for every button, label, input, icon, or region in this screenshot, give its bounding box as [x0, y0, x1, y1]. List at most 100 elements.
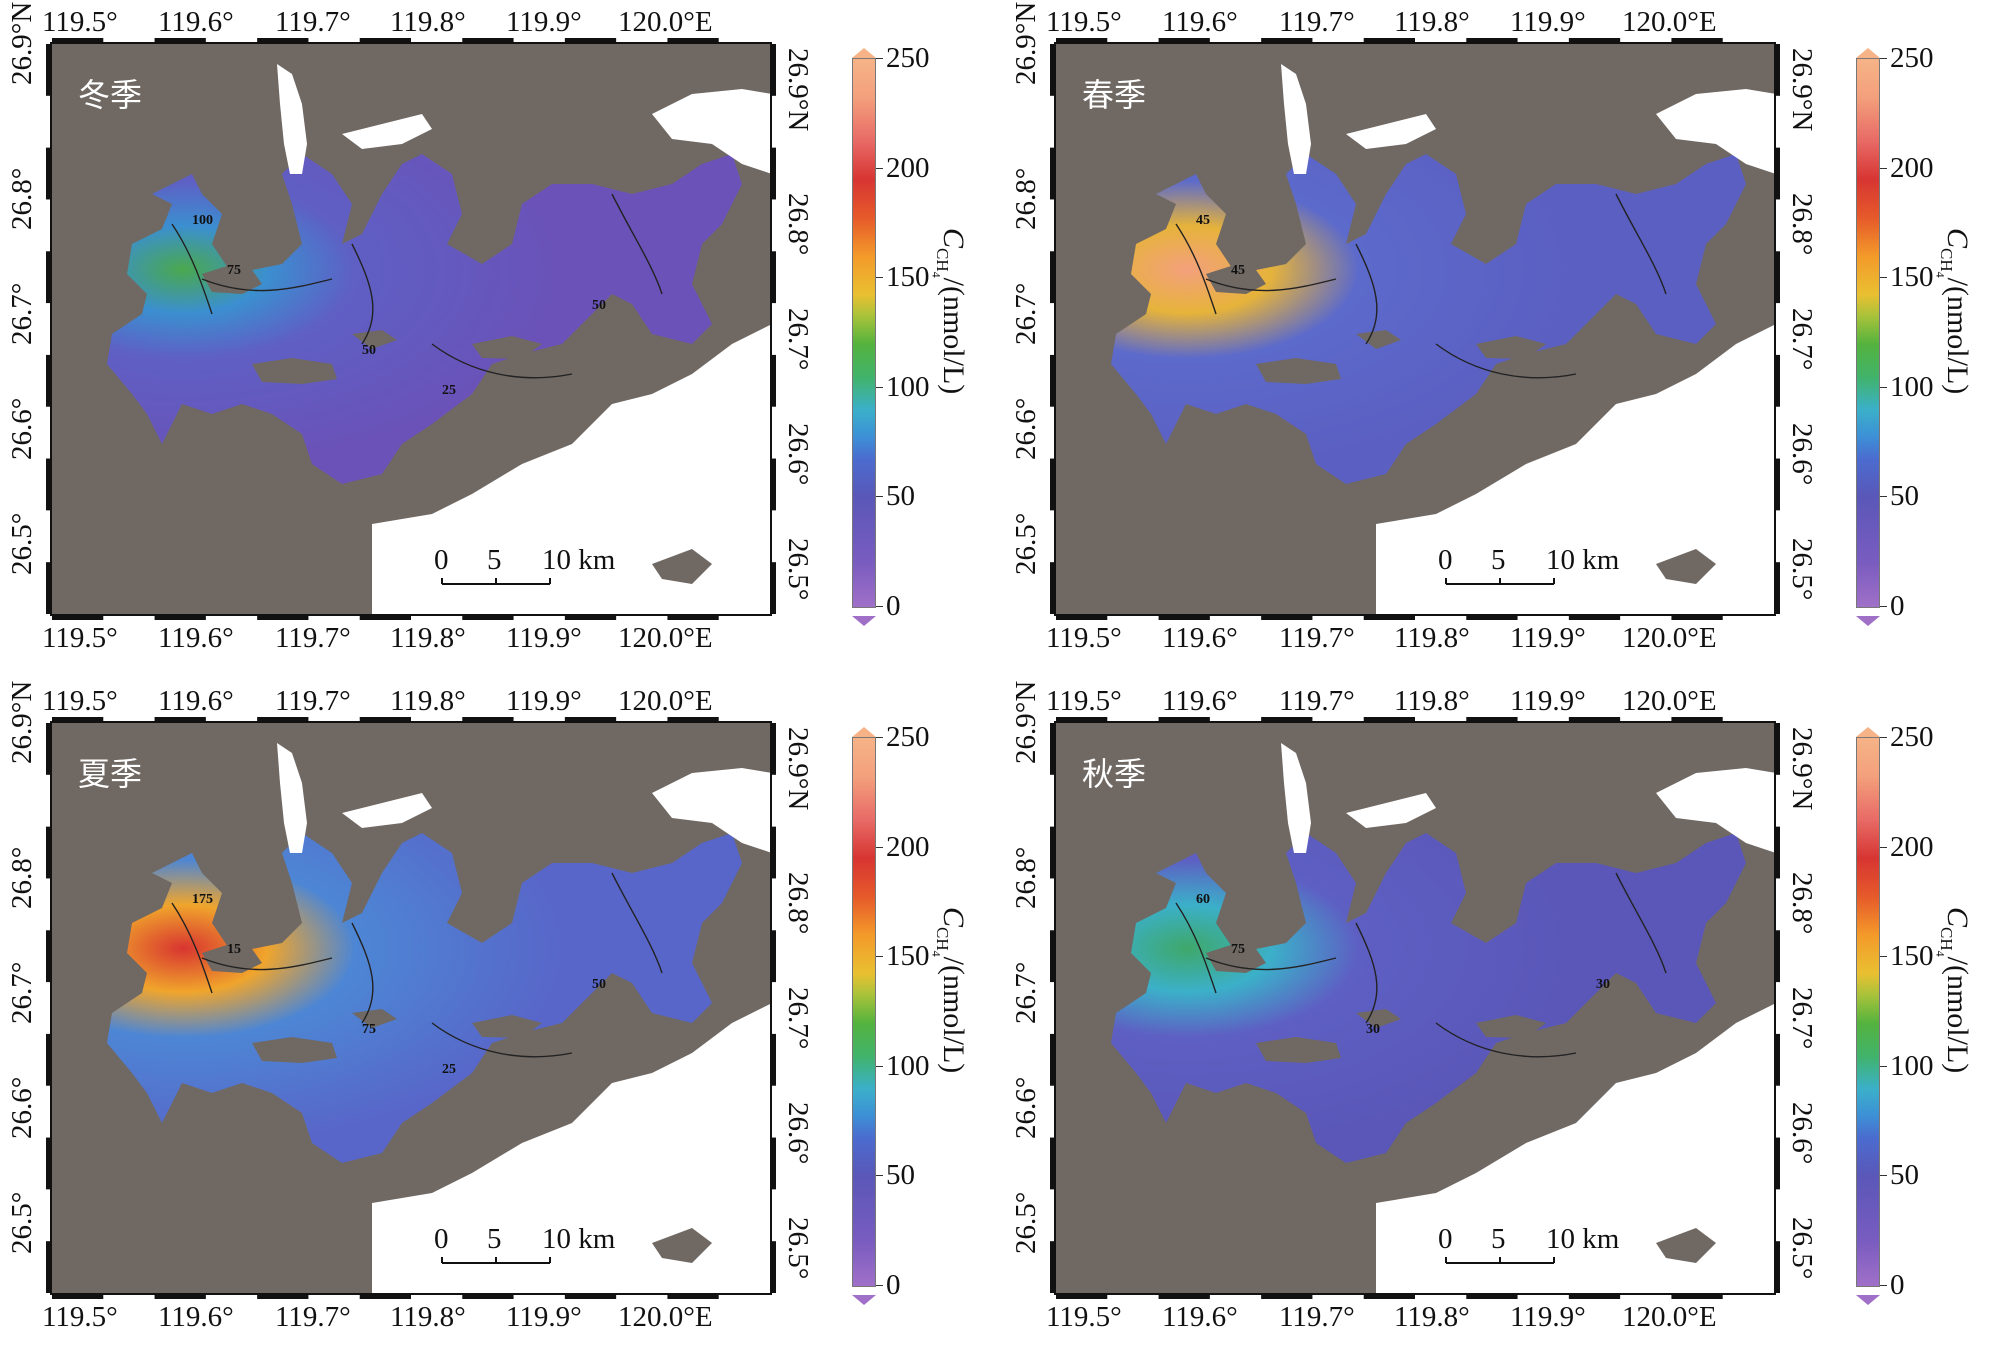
island-shape	[472, 336, 542, 359]
scale-bar-label: 10 km	[1546, 544, 1620, 576]
top-lon-label: 119.8°	[390, 685, 466, 717]
colorbar-tick-label: 150	[1890, 261, 1934, 294]
bottom-lon-label: 119.9°	[1510, 622, 1586, 654]
island-shape	[1206, 266, 1266, 294]
colorbar: 250 200 150 100 50 0 CCH4/(nmol/L)	[1856, 723, 1996, 1307]
contour-label: 75	[362, 1022, 376, 1037]
right-lat-label: 26.7°	[1786, 308, 1818, 371]
contour-line	[1615, 872, 1667, 974]
right-lat-label: 26.5°	[782, 538, 814, 601]
contour-label: 30	[1366, 1022, 1380, 1037]
island-shape	[352, 1009, 397, 1028]
colorbar-title-subscript: CH4	[930, 927, 952, 957]
colorbar-arrow-bottom	[1856, 1295, 1880, 1305]
right-lat-label: 26.9°N	[1786, 727, 1818, 811]
colorbar-tick-label: 0	[886, 590, 901, 622]
colorbar-tick	[876, 1285, 883, 1286]
colorbar-tick	[1880, 846, 1887, 848]
colorbar-title-sub-ch: CH	[933, 927, 952, 951]
colorbar-title-symbol: C	[937, 907, 970, 928]
bottom-lon-label: 119.5°	[1046, 1301, 1122, 1333]
season-label: 秋季	[1082, 755, 1147, 793]
colorbar-tick-label: 0	[886, 1269, 901, 1301]
contour-line	[1205, 957, 1337, 971]
colorbar-tick	[876, 846, 883, 848]
left-lat-label: 26.9°N	[1010, 680, 1042, 764]
left-lat-label: 26.8°	[6, 846, 38, 909]
contour-line	[611, 872, 663, 974]
top-lon-label: 119.7°	[275, 6, 351, 38]
top-lon-label: 119.7°	[1279, 6, 1355, 38]
bottom-lon-label: 119.9°	[506, 622, 582, 654]
left-lat-label: 26.6°	[1010, 397, 1042, 460]
contour-line	[431, 1022, 573, 1058]
open-sea-area	[1281, 64, 1311, 174]
colorbar-tick	[876, 956, 883, 958]
left-lat-label: 26.9°N	[1010, 1, 1042, 85]
left-lat-label: 26.6°	[1010, 1076, 1042, 1139]
scale-bar: 0 5 10 km	[1436, 1223, 1636, 1273]
bottom-lon-label: 119.6°	[1162, 1301, 1238, 1333]
contour-line	[1615, 193, 1667, 295]
island-shape	[472, 1015, 542, 1038]
island-shape	[252, 1037, 337, 1063]
colorbar-tick-label: 250	[1890, 42, 1934, 74]
contour-label: 75	[227, 263, 241, 278]
top-lon-label: 119.5°	[1046, 685, 1122, 717]
right-lat-label: 26.9°N	[1786, 48, 1818, 132]
colorbar-gradient	[1856, 58, 1880, 608]
top-lon-label: 119.9°	[1510, 685, 1586, 717]
bottom-lon-label: 120.0°E	[1622, 1301, 1717, 1333]
contour-line	[201, 957, 333, 971]
bottom-lon-label: 119.6°	[158, 622, 234, 654]
island-shape	[652, 549, 712, 584]
contour-label: 50	[362, 343, 376, 358]
left-lat-label: 26.9°N	[6, 1, 38, 85]
open-sea-area	[342, 114, 432, 149]
open-sea-area	[1346, 793, 1436, 828]
top-lon-label: 119.5°	[1046, 6, 1122, 38]
island-shape	[1656, 1228, 1716, 1263]
contour-label: 175	[192, 892, 213, 907]
colorbar-tick-label: 200	[1890, 830, 1934, 863]
colorbar-arrow-bottom	[852, 1295, 876, 1305]
contour-label: 45	[1231, 263, 1245, 278]
contour-line	[351, 243, 374, 345]
map-panel-summer: 119.5° 119.6° 119.7° 119.8° 119.9° 120.0°E 119…	[0, 679, 1004, 1357]
colorbar-tick-label: 150	[886, 940, 930, 973]
bay-water-area	[1111, 833, 1746, 1163]
open-sea-area	[1281, 743, 1311, 853]
right-lat-label: 26.5°	[1786, 1217, 1818, 1280]
open-sea-area	[277, 743, 307, 853]
contour-line	[1355, 922, 1378, 1024]
open-sea-area	[277, 64, 307, 174]
top-lon-label: 119.7°	[1279, 685, 1355, 717]
colorbar-title-subscript: CH4	[1934, 248, 1956, 278]
scale-bar-label: 0	[434, 1223, 449, 1255]
colorbar-tick	[1880, 386, 1887, 388]
contour-label: 60	[1196, 892, 1210, 907]
colorbar-tick-label: 150	[886, 261, 930, 294]
contour-line	[431, 343, 573, 379]
bottom-lon-label: 119.5°	[42, 622, 118, 654]
map-frame: 45 45 春季 0 5 10 km	[1054, 42, 1776, 616]
right-lat-label: 26.8°	[782, 872, 814, 935]
scale-bar-label: 10 km	[1546, 1223, 1620, 1255]
scale-bar: 0 5 10 km	[432, 1223, 632, 1273]
colorbar-title-symbol: C	[1941, 907, 1974, 928]
colorbar-tick-label: 50	[1890, 1159, 1919, 1192]
contour-line	[1205, 278, 1337, 292]
map-panel-spring: 119.5° 119.6° 119.7° 119.8° 119.9° 120.0°E 119…	[1004, 0, 2008, 678]
colorbar-tick-label: 50	[886, 480, 915, 513]
top-lon-label: 119.8°	[1394, 685, 1470, 717]
colorbar-tick	[1880, 1285, 1887, 1286]
colorbar-title-units: /(nmol/L)	[937, 277, 970, 395]
bottom-lon-label: 119.7°	[275, 622, 351, 654]
left-lat-label: 26.7°	[1010, 961, 1042, 1024]
colorbar-tick	[876, 167, 883, 169]
contour-label: 15	[227, 942, 241, 957]
scale-bar-label: 0	[1438, 1223, 1453, 1255]
contour-label: 45	[1196, 213, 1210, 228]
colorbar-tick-label: 200	[886, 830, 930, 863]
bottom-lon-label: 119.9°	[506, 1301, 582, 1333]
